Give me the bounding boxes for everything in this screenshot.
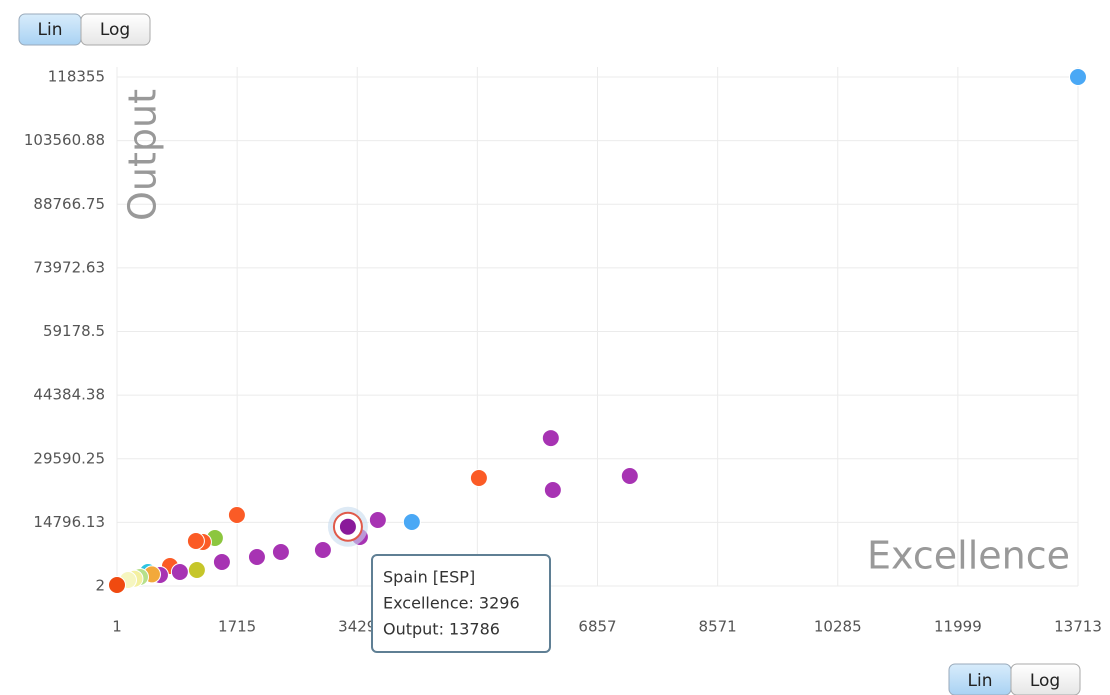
point <box>620 466 639 485</box>
point <box>368 510 387 529</box>
y-tick-label: 73972.63 <box>33 258 105 276</box>
log-button-label[interactable]: Log <box>1030 671 1060 691</box>
point <box>108 576 126 595</box>
log-button[interactable] <box>1010 663 1081 695</box>
x-tick-label: 3429 <box>338 618 376 636</box>
x-axis-label: Excellence <box>867 534 1070 578</box>
scale-toggle-top: Lin Log <box>18 13 151 46</box>
y-tick-label: 103560.88 <box>24 131 105 149</box>
point <box>541 429 560 448</box>
tooltip-line: Excellence: 3296 <box>383 594 520 613</box>
y-tick-label: 44384.38 <box>33 386 105 404</box>
x-tick-label: 6857 <box>578 618 616 636</box>
lin-button-label[interactable]: Lin <box>968 671 993 691</box>
y-tick-label: 14796.13 <box>33 513 105 531</box>
point <box>338 517 357 536</box>
x-tick-label: 11999 <box>934 618 982 636</box>
lin-button-label[interactable]: Lin <box>38 20 63 40</box>
point <box>402 512 421 531</box>
x-tick-label: 1715 <box>218 618 256 636</box>
tooltip-box <box>371 554 551 653</box>
point <box>186 532 205 551</box>
scale-toggle-bottom: Lin Log <box>948 663 1081 695</box>
x-tick-label: 10285 <box>814 618 862 636</box>
y-axis-label: Output <box>121 89 165 221</box>
y-tick-label: 88766.75 <box>33 195 105 213</box>
y-tick-label: 2 <box>95 577 105 595</box>
tooltip-title: Spain [ESP] <box>383 568 475 587</box>
x-tick-label: 13713 <box>1054 618 1102 636</box>
point <box>543 480 562 499</box>
log-button-label[interactable]: Log <box>100 20 130 40</box>
point <box>170 563 189 582</box>
point <box>227 505 246 524</box>
tooltip-line: Output: 13786 <box>383 620 500 639</box>
x-tick-label: 8571 <box>699 618 737 636</box>
point <box>212 553 231 572</box>
points <box>108 68 1087 595</box>
point <box>313 541 332 560</box>
grid: 2 14796.13 29590.25 44384.38 59178.5 73972.63… <box>24 67 1102 636</box>
y-tick-label: 29590.25 <box>33 449 105 467</box>
point <box>271 543 290 562</box>
log-button[interactable] <box>80 13 151 46</box>
y-tick-label: 59178.5 <box>43 322 105 340</box>
point <box>1069 68 1087 86</box>
y-tick-label: 118355 <box>48 68 105 86</box>
x-tick-label: 1 <box>112 618 122 636</box>
tooltip: Spain [ESP] Excellence: 3296 Output: 137… <box>371 554 551 653</box>
point <box>469 468 488 487</box>
point <box>187 561 206 580</box>
point <box>247 548 266 567</box>
